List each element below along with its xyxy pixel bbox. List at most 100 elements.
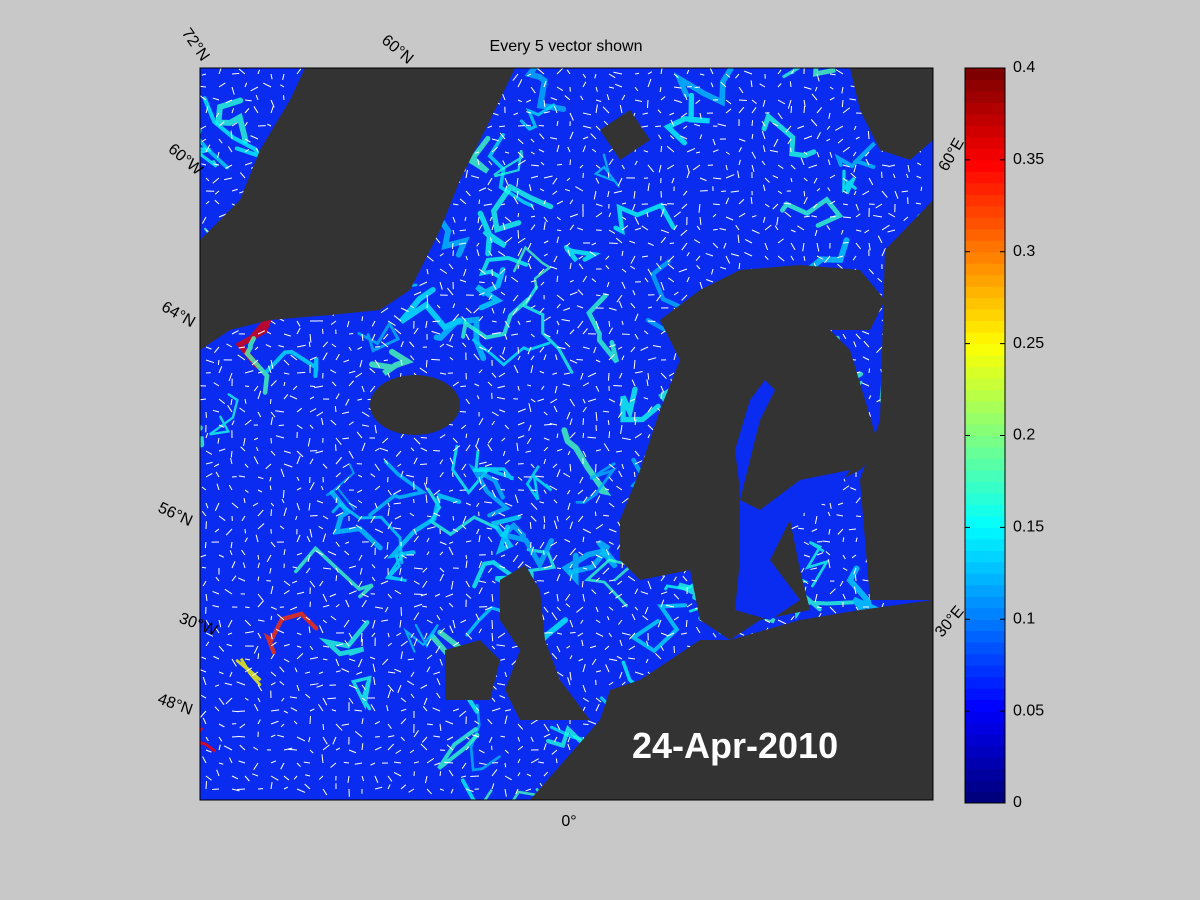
vector — [399, 619, 402, 628]
vector — [500, 291, 506, 296]
vector — [478, 628, 482, 634]
vector — [618, 301, 623, 309]
vector — [327, 550, 337, 556]
vector — [569, 199, 574, 205]
vector — [400, 718, 407, 725]
vector — [605, 265, 610, 270]
vector — [458, 710, 467, 717]
vector — [595, 212, 603, 218]
vector — [855, 203, 859, 211]
vector — [478, 369, 483, 374]
vector — [543, 606, 549, 613]
streak — [834, 141, 877, 170]
vector — [270, 653, 275, 660]
vector — [205, 461, 213, 465]
vector — [862, 330, 870, 335]
colorbar-step — [965, 297, 1005, 310]
vector — [539, 370, 545, 374]
colorbar-step — [965, 251, 1005, 264]
vector — [634, 371, 643, 374]
vector — [552, 190, 558, 195]
vector — [383, 458, 389, 465]
vector — [811, 215, 818, 218]
vector — [343, 761, 350, 764]
vector — [322, 788, 328, 796]
vector — [556, 120, 559, 127]
vector — [543, 723, 550, 732]
vector — [346, 320, 350, 328]
vector — [526, 111, 532, 114]
vector — [426, 515, 432, 518]
vector — [383, 333, 389, 340]
vector — [634, 333, 639, 340]
vector — [706, 279, 714, 283]
vector — [607, 190, 610, 198]
colorbar-step — [965, 699, 1005, 712]
vector — [877, 235, 883, 244]
vector — [790, 255, 794, 261]
vector — [283, 786, 289, 790]
vector — [400, 470, 404, 478]
vector — [452, 445, 461, 452]
vector — [582, 145, 587, 153]
vector — [370, 473, 376, 478]
vector — [309, 482, 315, 491]
vector — [751, 229, 760, 234]
vector — [439, 567, 445, 573]
vector — [439, 788, 445, 791]
vector — [660, 96, 666, 101]
vector — [660, 385, 665, 393]
vector — [230, 130, 233, 140]
vector — [348, 565, 357, 569]
vector — [257, 600, 265, 608]
vector — [556, 320, 560, 326]
vector — [680, 135, 688, 140]
vector — [426, 526, 436, 530]
vector — [446, 744, 454, 751]
vector — [253, 703, 259, 712]
vector — [361, 775, 365, 782]
vector — [589, 645, 597, 649]
vector — [595, 86, 598, 92]
vector — [217, 437, 220, 444]
vector — [253, 456, 259, 465]
vector — [335, 658, 340, 666]
vector — [270, 585, 274, 595]
vector — [330, 615, 337, 621]
vector — [658, 134, 662, 140]
vector — [215, 627, 220, 634]
vector — [841, 86, 844, 94]
vector — [447, 287, 454, 296]
vector — [348, 421, 354, 426]
vector — [316, 684, 324, 688]
vector — [477, 216, 480, 224]
vector — [426, 654, 433, 660]
vector — [463, 268, 467, 277]
vector — [543, 175, 553, 179]
vector — [452, 641, 460, 647]
vector — [465, 560, 468, 569]
colorbar-step — [965, 332, 1005, 345]
vector — [322, 604, 330, 608]
vector — [829, 502, 832, 509]
vector — [666, 164, 675, 170]
vector — [539, 133, 545, 140]
vector — [842, 216, 852, 219]
vector — [371, 576, 376, 582]
vector — [517, 355, 521, 361]
vector — [582, 328, 588, 335]
vector — [513, 196, 519, 205]
vector — [865, 158, 870, 166]
vector — [835, 69, 844, 75]
vector — [643, 397, 649, 400]
vector — [205, 736, 209, 742]
vector — [738, 106, 745, 114]
vector — [322, 736, 328, 745]
vector — [231, 788, 240, 792]
vector — [478, 560, 483, 569]
vector — [619, 105, 623, 114]
vector — [288, 748, 298, 751]
vector — [761, 160, 766, 166]
vector — [579, 164, 584, 169]
vector — [517, 212, 520, 218]
